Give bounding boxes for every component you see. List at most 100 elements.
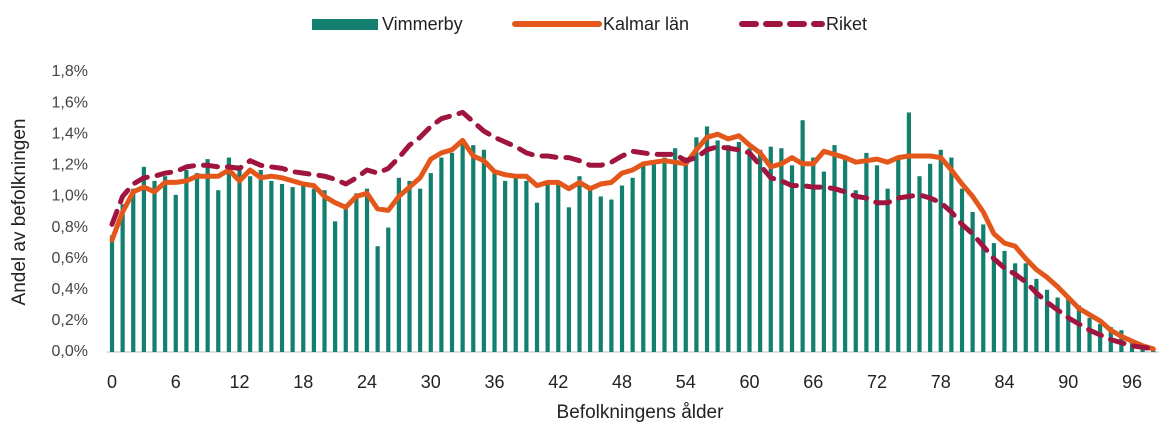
- bar: [641, 165, 646, 352]
- bar: [418, 188, 423, 352]
- bar: [758, 149, 763, 352]
- bar: [513, 177, 518, 352]
- x-tick-label: 60: [739, 372, 759, 392]
- bar: [673, 148, 678, 352]
- bar: [131, 188, 136, 352]
- x-axis-title: Befolkningens ålder: [557, 402, 725, 423]
- y-tick-label: 1,8%: [52, 63, 88, 80]
- bar: [928, 163, 933, 352]
- bar: [163, 176, 168, 352]
- bar: [471, 145, 476, 352]
- bar: [1013, 263, 1018, 352]
- bar: [333, 221, 338, 352]
- bar: [184, 170, 189, 352]
- bar: [354, 193, 359, 352]
- y-tick-label: 0,0%: [52, 343, 88, 360]
- bar: [949, 157, 954, 352]
- y-tick-label: 0,2%: [52, 312, 88, 329]
- bar: [152, 180, 157, 352]
- bar: [832, 145, 837, 352]
- bar: [364, 188, 370, 352]
- y-tick-label: 0,4%: [52, 281, 88, 298]
- bar: [237, 165, 242, 352]
- bar: [864, 152, 869, 352]
- bar: [269, 180, 274, 352]
- bar: [726, 145, 731, 352]
- bar: [811, 157, 816, 352]
- bar: [704, 126, 710, 352]
- bar: [311, 188, 316, 352]
- bar: [396, 177, 401, 352]
- bar: [492, 173, 497, 352]
- bar: [1066, 296, 1071, 352]
- bar: [853, 190, 858, 352]
- bar: [439, 157, 444, 352]
- bar: [843, 159, 848, 352]
- bar: [524, 180, 529, 352]
- x-tick-label: 78: [931, 372, 951, 392]
- bar: [906, 112, 911, 352]
- x-tick-label: 30: [421, 372, 441, 392]
- bar: [630, 177, 635, 352]
- bar: [141, 166, 146, 352]
- bar: [1023, 263, 1028, 352]
- bar: [981, 224, 986, 352]
- bar: [821, 171, 826, 352]
- bar: [747, 148, 752, 352]
- bar: [694, 137, 699, 352]
- bar: [120, 204, 125, 352]
- bar: [779, 148, 784, 352]
- legend-label: Riket: [826, 14, 867, 34]
- bar: [545, 184, 550, 352]
- y-tick-label: 1,4%: [52, 125, 88, 142]
- bar: [1087, 317, 1092, 352]
- y-tick-label: 1,6%: [52, 94, 88, 111]
- bar: [226, 157, 231, 352]
- bar: [609, 199, 614, 352]
- x-tick-label: 90: [1058, 372, 1078, 392]
- bar: [800, 120, 805, 352]
- bar: [683, 157, 688, 352]
- x-tick-label: 84: [994, 372, 1014, 392]
- bar: [651, 162, 656, 352]
- bar: [460, 142, 465, 352]
- x-tick-label: 36: [484, 372, 504, 392]
- x-tick-label: 6: [171, 372, 181, 392]
- bar: [885, 188, 890, 352]
- line-solid: [109, 131, 1156, 352]
- bar: [375, 246, 380, 352]
- bar: [789, 165, 795, 352]
- y-tick-label: 1,2%: [52, 157, 88, 174]
- bar: [768, 146, 773, 352]
- bar: [556, 180, 561, 352]
- bar: [534, 202, 540, 352]
- x-tick-label: 66: [803, 372, 823, 392]
- bar: [662, 157, 667, 352]
- bar: [503, 180, 508, 352]
- bar: [205, 159, 210, 352]
- legend-label: Vimmerby: [382, 14, 463, 34]
- bar: [1055, 297, 1060, 352]
- bar: [1044, 289, 1050, 352]
- bar: [896, 157, 901, 352]
- bar: [481, 149, 486, 352]
- bar: [279, 184, 285, 352]
- bar: [407, 180, 412, 352]
- bar: [428, 173, 433, 352]
- bar: [736, 142, 741, 352]
- bar: [386, 227, 391, 352]
- legend-swatch: [312, 19, 378, 30]
- x-tick-label: 54: [676, 372, 696, 392]
- line-dashed: [109, 109, 1156, 352]
- bar: [938, 149, 943, 352]
- bar: [619, 185, 625, 352]
- bar: [874, 165, 880, 352]
- bar: [216, 190, 221, 352]
- bar: [917, 176, 922, 352]
- bar: [1098, 324, 1103, 352]
- bar: [258, 170, 263, 352]
- bar: [1002, 250, 1007, 352]
- bar: [322, 190, 327, 352]
- x-tick-label: 0: [107, 372, 117, 392]
